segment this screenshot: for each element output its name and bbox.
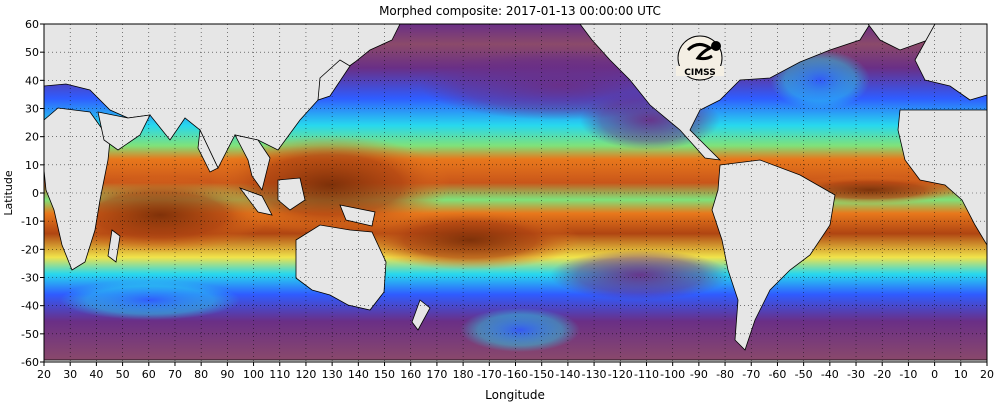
indian-ocean-feature [50,177,270,253]
south-indian-blue [60,280,240,320]
land-south-america [711,159,836,351]
y-tick-label: -20 [21,243,39,256]
land-greenland [867,24,936,51]
land-new-guinea [339,204,376,227]
land-eurasia [44,24,401,169]
y-tick-label: 50 [25,46,39,59]
land-india [197,128,219,173]
x-tick-label: 60 [142,368,156,381]
x-tick-label: 20 [37,368,51,381]
x-tick-label: 150 [374,368,395,381]
land-madagascar [107,229,121,263]
logo-swirl [686,43,713,61]
x-tick-label: 10 [954,368,968,381]
plot-area [44,24,987,362]
y-tick-label: 40 [25,74,39,87]
chart-title: Morphed composite: 2017-01-13 00:00:00 U… [379,4,661,18]
x-tick-label: 160 [400,368,421,381]
land-sumatra [238,187,273,216]
land-australia [295,224,387,311]
land-africa [44,107,111,271]
land-arabia [97,111,151,151]
land-indochina [234,134,271,191]
x-tick-label: 0 [931,368,938,381]
x-tick-label: -120 [608,368,633,381]
y-tick-labels: 60 50 40 30 20 10 0 -10 -20 -30 -40 -50 -60 [21,18,44,369]
y-tick-label: 30 [25,103,39,116]
x-tick-label: -110 [634,368,659,381]
x-axis-label: Longitude [485,388,545,402]
x-tick-label: 20 [980,368,994,381]
x-tick-label: 80 [194,368,208,381]
x-tick-label: -30 [847,368,865,381]
x-tick-label: -90 [690,368,708,381]
south-pacific-blue [460,308,580,352]
logo-band [676,66,724,76]
x-tick-label: 170 [426,368,447,381]
x-tick-label: 120 [295,368,316,381]
south-pacific-feature [360,210,580,270]
x-tick-label: 140 [348,368,369,381]
y-tick-label: -60 [21,356,39,369]
land-borneo [277,177,306,211]
x-tick-label: 40 [89,368,103,381]
land-japan [317,59,351,101]
x-tick-label: 50 [116,368,130,381]
logo-dot [711,41,721,51]
y-tick-label: -40 [21,300,39,313]
x-tick-label: -100 [660,368,685,381]
y-tick-label: -30 [21,272,39,285]
y-tick-label: -10 [21,215,39,228]
x-tick-label: -80 [716,368,734,381]
x-tick-label: -50 [795,368,813,381]
x-tick-label: -150 [529,368,554,381]
south-pacific-dry [550,250,730,300]
x-tick-label: -70 [742,368,760,381]
y-tick-label: -50 [21,328,39,341]
coordinate-grid [44,24,987,362]
x-tick-label: -40 [821,368,839,381]
x-tick-label: 30 [63,368,77,381]
y-tick-label: 60 [25,18,39,31]
y-tick-label: 10 [25,159,39,172]
x-tick-label: 70 [168,368,182,381]
x-tick-label: 180 [453,368,474,381]
x-tick-label: -10 [899,368,917,381]
x-tick-label: -20 [873,368,891,381]
x-tick-label: 110 [269,368,290,381]
cimss-logo: CIMSS [676,35,724,81]
y-tick-label: 20 [25,131,39,144]
x-tick-label: -130 [582,368,607,381]
land-west-africa [897,109,987,246]
y-tick-label: 0 [32,187,39,200]
x-tick-label: -60 [768,368,786,381]
warm-pool-feature [210,135,450,235]
land-new-zealand [411,299,431,331]
y-axis-label: Latitude [2,170,15,216]
land-europe [914,24,987,101]
x-tick-label: -170 [477,368,502,381]
logo-text: CIMSS [684,68,715,78]
x-tick-label: 100 [243,368,264,381]
x-tick-labels: 20 30 40 50 60 70 80 90 100 110 120 130 140 150 160 170… [37,362,994,381]
moisture-features [50,50,960,352]
x-tick-label: -140 [555,368,580,381]
x-tick-label: -160 [503,368,528,381]
x-tick-label: 130 [322,368,343,381]
x-tick-label: 90 [220,368,234,381]
